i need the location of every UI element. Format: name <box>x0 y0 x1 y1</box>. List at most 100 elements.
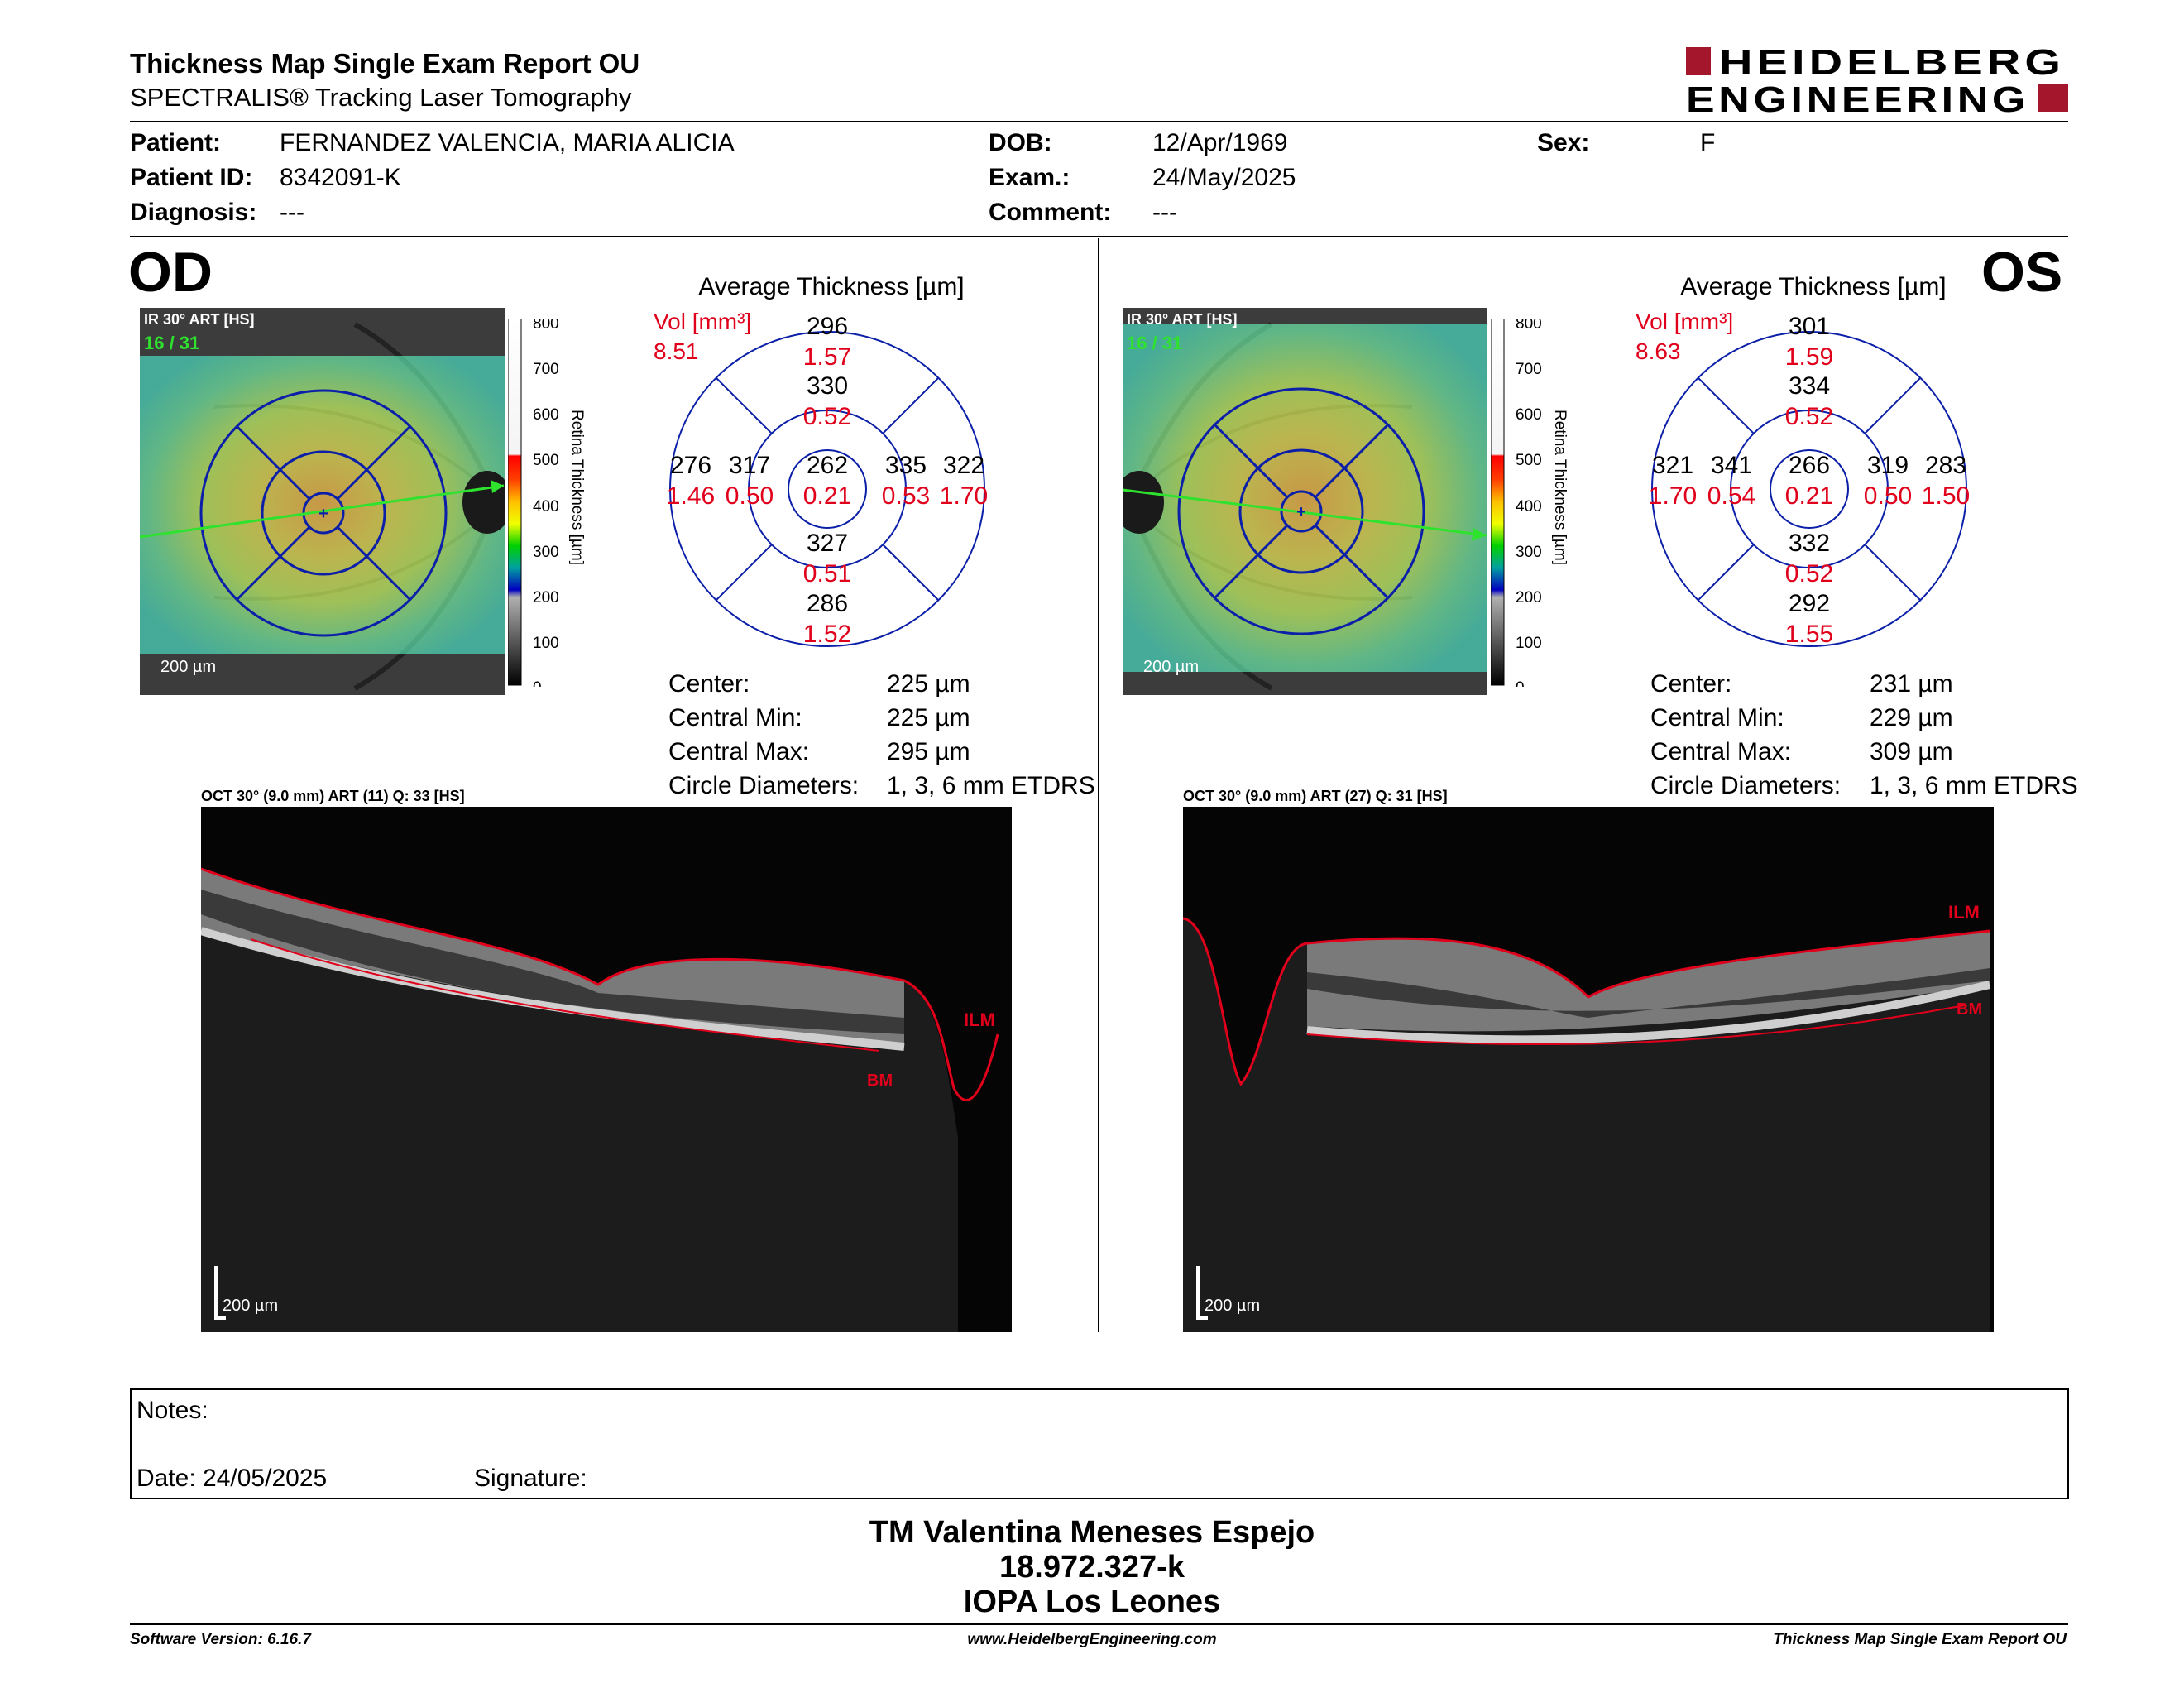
od-diam-value: 1, 3, 6 mm ETDRS <box>887 772 1095 799</box>
os-vol-value: 8.63 <box>1636 338 1681 364</box>
od-inner-nas-vol: 0.53 <box>882 482 930 510</box>
os-min-label: Central Min: <box>1650 704 1784 731</box>
sex-label: Sex: <box>1537 129 1590 156</box>
os-cbar-tick: 600 <box>1516 406 1542 424</box>
od-vol-label: Vol [mm³] <box>654 309 751 334</box>
od-outer-inf-vol: 1.52 <box>803 621 851 648</box>
signer-name: TM Valentina Meneses Espejo <box>869 1515 1315 1550</box>
os-center-label: Center: <box>1650 670 1732 698</box>
od-max-label: Central Max: <box>668 738 810 765</box>
os-min-value: 229 µm <box>1870 704 1953 731</box>
os-bm-label: BM <box>1956 1000 1982 1019</box>
od-vol-value: 8.51 <box>654 338 699 364</box>
logo-line-1: HEIDELBERG <box>1719 46 2065 83</box>
od-fundus-image: + IR 30° ART [HS] 16 / 31 200 µm <box>139 308 512 695</box>
dob-value: 12/Apr/1969 <box>1152 129 1288 156</box>
patient-id-label: Patient ID: <box>130 164 253 191</box>
website-link[interactable]: www.HeidelbergEngineering.com <box>967 1631 1217 1648</box>
comment-label: Comment: <box>989 199 1112 226</box>
exam-label: Exam.: <box>989 164 1070 191</box>
os-outer-inf-thk: 292 <box>1789 590 1830 617</box>
os-cbar-tick: 200 <box>1516 589 1542 607</box>
notes-box: Notes: Date: 24/05/2025 Signature: <box>130 1388 2069 1499</box>
os-scale: 200 µm <box>1143 658 1199 676</box>
od-cbar-label: Retina Thickness [µm] <box>568 410 586 565</box>
od-scale: 200 µm <box>160 658 216 676</box>
os-oct-label: OCT 30° (9.0 mm) ART (27) Q: 31 [HS] <box>1183 788 1448 804</box>
os-outer-nas-vol: 1.70 <box>1649 482 1697 510</box>
od-center-thk: 262 <box>807 452 848 479</box>
od-inner-tem-thk: 317 <box>729 452 770 479</box>
od-inner-inf-thk: 327 <box>807 530 848 557</box>
logo-line-2: ENGINEERING <box>1686 79 2029 115</box>
od-center-value: 225 µm <box>887 670 970 698</box>
od-outer-sup-thk: 296 <box>807 313 848 340</box>
os-center-value: 231 µm <box>1870 670 1953 698</box>
os-ir-label: IR 30° ART [HS] <box>1127 311 1238 328</box>
od-cbar-tick: 600 <box>533 406 559 424</box>
os-outer-inf-vol: 1.55 <box>1785 621 1833 648</box>
os-etdrs-chart: Average Thickness [µm] Vol [mm³] 8.63 30… <box>1623 269 1995 658</box>
svg-text:+: + <box>1296 503 1306 521</box>
comment-value: --- <box>1152 199 1177 226</box>
os-cbar-tick: 300 <box>1516 544 1542 561</box>
os-inner-tem-thk: 319 <box>1867 452 1909 479</box>
dob-label: DOB: <box>989 129 1052 156</box>
os-diam-value: 1, 3, 6 mm ETDRS <box>1870 772 2078 799</box>
report-subtitle: SPECTRALIS® Tracking Laser Tomography <box>130 83 632 112</box>
os-inner-nas-vol: 0.54 <box>1707 482 1755 510</box>
od-cbar-tick: 300 <box>533 544 559 561</box>
os-outer-sup-thk: 301 <box>1789 313 1830 340</box>
os-vol-label: Vol [mm³] <box>1636 309 1733 334</box>
od-ir-label: IR 30° ART [HS] <box>144 311 255 328</box>
os-cbar-label: Retina Thickness [µm] <box>1551 410 1569 565</box>
os-frames: 16 / 31 <box>1127 333 1182 353</box>
od-cbar-tick: 700 <box>533 361 559 378</box>
os-cbar-tick: 400 <box>1516 498 1542 516</box>
od-oct-scan: ILM BM 200 µm <box>199 807 1012 1332</box>
od-etdrs-chart: Average Thickness [µm] Vol [mm³] 8.51 29… <box>641 269 1013 658</box>
od-frames: 16 / 31 <box>144 333 199 353</box>
os-diam-label: Circle Diameters: <box>1650 772 1842 799</box>
os-inner-sup-vol: 0.52 <box>1785 403 1833 430</box>
os-outer-tem-vol: 1.50 <box>1922 482 1970 510</box>
os-oct-scale: 200 µm <box>1205 1297 1260 1315</box>
os-cbar-tick: 700 <box>1516 361 1542 378</box>
od-outer-nas-thk: 322 <box>943 452 984 479</box>
od-oct-scale: 200 µm <box>223 1297 278 1315</box>
signer-id: 18.972.327-k <box>999 1550 1185 1585</box>
os-center-thk: 266 <box>1789 452 1830 479</box>
os-colorbar: 800 700 600 500 400 300 200 100 0 Retina… <box>1490 315 1573 697</box>
od-inner-inf-vol: 0.51 <box>803 560 851 587</box>
od-ilm-label: ILM <box>964 1009 995 1030</box>
od-inner-sup-thk: 330 <box>807 372 848 400</box>
svg-text:+: + <box>318 505 328 523</box>
os-inner-inf-vol: 0.52 <box>1785 560 1833 587</box>
date-label: Date: 24/05/2025 <box>136 1465 328 1492</box>
od-avg-title: Average Thickness [µm] <box>698 273 964 300</box>
od-cbar-tick: 100 <box>533 635 559 652</box>
os-ilm-label: ILM <box>1948 902 1980 923</box>
od-inner-tem-vol: 0.50 <box>726 482 774 510</box>
signer-org: IOPA Los Leones <box>963 1585 1221 1619</box>
os-outer-tem-thk: 283 <box>1925 452 1966 479</box>
od-min-value: 225 µm <box>887 704 970 731</box>
os-max-label: Central Max: <box>1650 738 1792 765</box>
footer-report-title: Thickness Map Single Exam Report OU <box>1773 1631 2067 1648</box>
patient-id: 8342091-K <box>280 164 401 191</box>
od-outer-nas-vol: 1.70 <box>940 482 988 510</box>
od-cbar-tick: 800 <box>533 319 559 333</box>
od-cbar-tick: 200 <box>533 589 559 607</box>
software-version: Software Version: 6.16.7 <box>130 1631 311 1648</box>
od-center-label: Center: <box>668 670 750 698</box>
od-inner-sup-vol: 0.52 <box>803 403 851 430</box>
notes-label: Notes: <box>136 1397 208 1424</box>
os-avg-title: Average Thickness [µm] <box>1680 273 1946 300</box>
os-cbar-tick: 100 <box>1516 635 1542 652</box>
od-outer-tem-vol: 1.46 <box>667 482 715 510</box>
od-inner-nas-thk: 335 <box>885 452 927 479</box>
od-cbar-tick: 0 <box>533 679 542 687</box>
heidelberg-logo: HEIDELBERG ENGINEERING <box>1686 42 2068 120</box>
od-diam-label: Circle Diameters: <box>668 772 860 799</box>
sex-value: F <box>1700 129 1716 156</box>
